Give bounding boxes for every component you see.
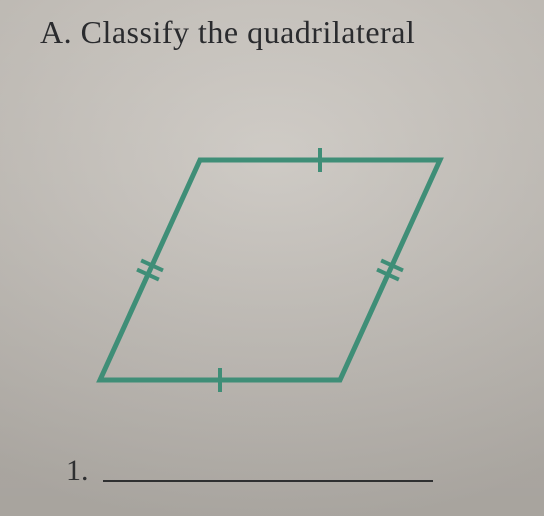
parallelogram-diagram — [80, 140, 460, 400]
heading-prefix: A. — [40, 14, 72, 50]
answer-row: 1. — [66, 454, 433, 488]
heading-text: Classify the quadrilateral — [81, 14, 416, 50]
section-heading: A. Classify the quadrilateral — [40, 14, 544, 51]
parallelogram-outline — [100, 160, 440, 380]
answer-blank-line[interactable] — [103, 479, 433, 482]
question-number: 1. — [66, 454, 89, 488]
